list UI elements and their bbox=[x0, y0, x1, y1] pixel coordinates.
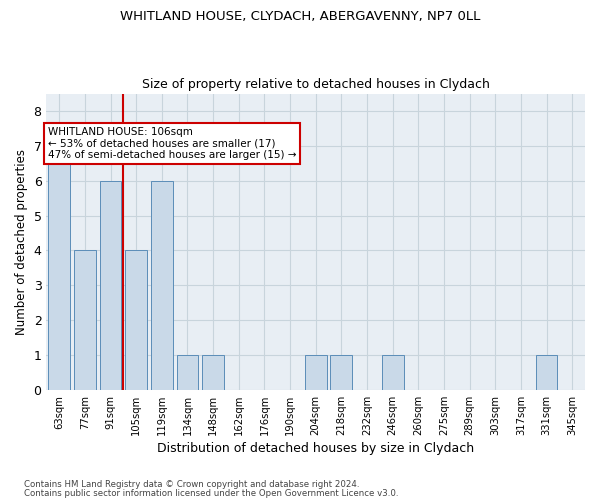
Bar bbox=[100, 180, 121, 390]
Bar bbox=[74, 250, 96, 390]
Text: Contains public sector information licensed under the Open Government Licence v3: Contains public sector information licen… bbox=[24, 489, 398, 498]
Bar bbox=[176, 355, 199, 390]
Bar bbox=[536, 355, 557, 390]
Bar bbox=[305, 355, 326, 390]
Text: Contains HM Land Registry data © Crown copyright and database right 2024.: Contains HM Land Registry data © Crown c… bbox=[24, 480, 359, 489]
Text: WHITLAND HOUSE: 106sqm
← 53% of detached houses are smaller (17)
47% of semi-det: WHITLAND HOUSE: 106sqm ← 53% of detached… bbox=[47, 126, 296, 160]
X-axis label: Distribution of detached houses by size in Clydach: Distribution of detached houses by size … bbox=[157, 442, 474, 455]
Bar bbox=[382, 355, 404, 390]
Bar bbox=[151, 180, 173, 390]
Bar bbox=[125, 250, 147, 390]
Bar bbox=[202, 355, 224, 390]
Title: Size of property relative to detached houses in Clydach: Size of property relative to detached ho… bbox=[142, 78, 490, 91]
Text: WHITLAND HOUSE, CLYDACH, ABERGAVENNY, NP7 0LL: WHITLAND HOUSE, CLYDACH, ABERGAVENNY, NP… bbox=[120, 10, 480, 23]
Bar bbox=[49, 146, 70, 390]
Bar bbox=[331, 355, 352, 390]
Y-axis label: Number of detached properties: Number of detached properties bbox=[15, 148, 28, 334]
